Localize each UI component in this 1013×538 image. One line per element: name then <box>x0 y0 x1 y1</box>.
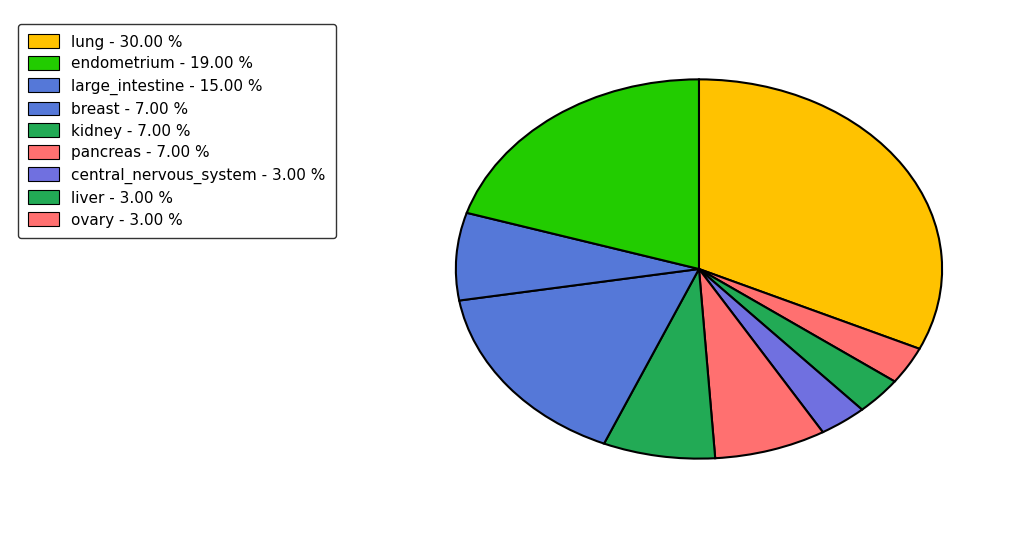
Wedge shape <box>699 80 942 349</box>
Wedge shape <box>604 269 715 458</box>
Wedge shape <box>459 269 699 444</box>
Wedge shape <box>699 269 862 432</box>
Legend: lung - 30.00 %, endometrium - 19.00 %, large_intestine - 15.00 %, breast - 7.00 : lung - 30.00 %, endometrium - 19.00 %, l… <box>18 24 336 238</box>
Wedge shape <box>456 213 699 301</box>
Wedge shape <box>699 269 894 409</box>
Wedge shape <box>467 80 699 269</box>
Wedge shape <box>699 269 920 381</box>
Wedge shape <box>699 269 823 458</box>
